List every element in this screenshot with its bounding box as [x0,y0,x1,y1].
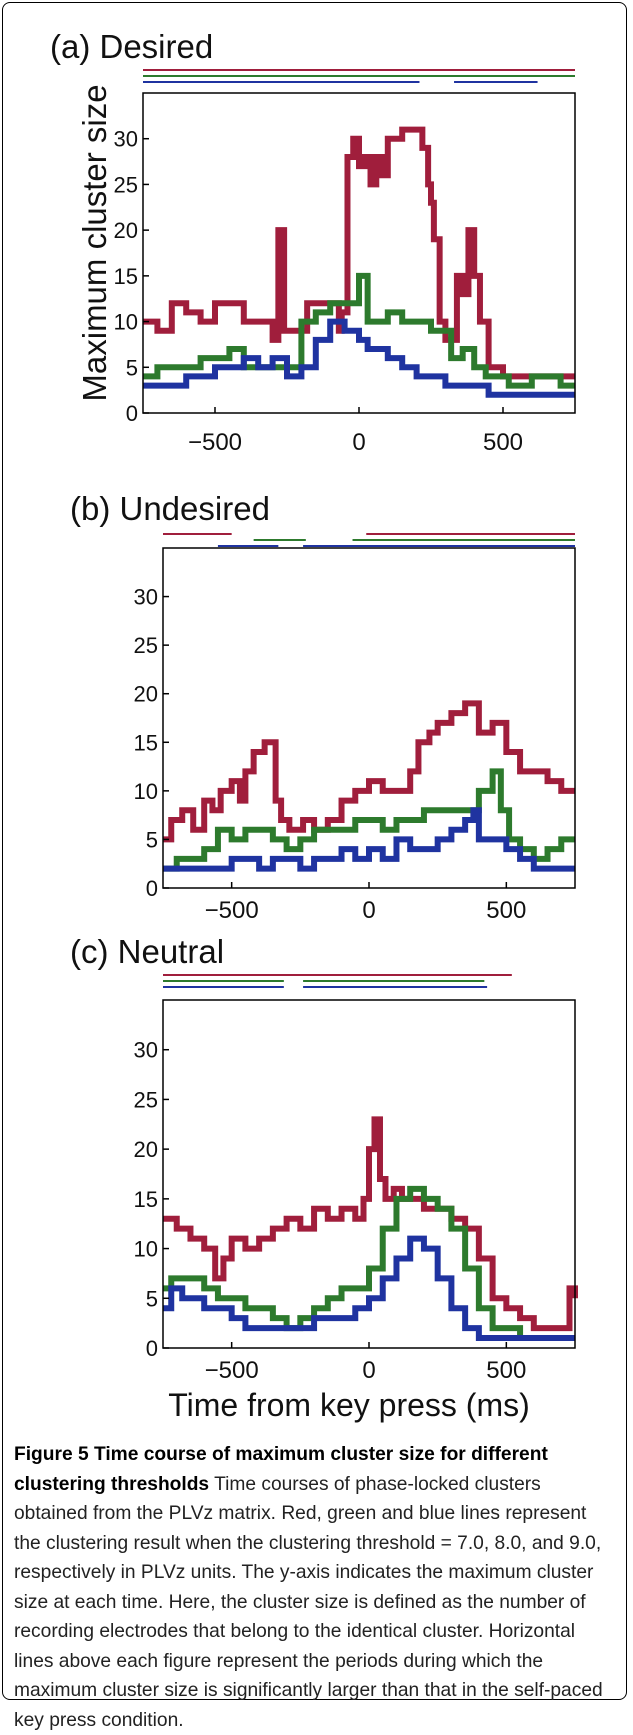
panel-b-ytick-label-15: 15 [134,730,158,755]
panel-a-series-blue [143,318,575,398]
panel-a-ytick-label-0: 0 [126,401,138,426]
panel-b-ytick-label-0: 0 [146,876,158,901]
panel-a-ytick-label-5: 5 [126,355,138,380]
panel-b-xtick-label-500: 500 [486,897,526,924]
panel-a-ytick-label-15: 15 [114,264,138,289]
caption-body: Time courses of phase-locked clusters ob… [14,1473,603,1731]
panel-b-ytick-label-20: 20 [134,682,158,707]
panel-b-ytick-label-10: 10 [134,779,158,804]
panel-b-ytick-label-30: 30 [134,585,158,610]
figure-frame [2,2,627,1700]
panel-c-ytick-label-10: 10 [134,1237,158,1262]
panel-c-series-red [163,1116,578,1332]
panel-a-ylabel: Maximum cluster size [76,84,113,401]
panel-c-ytick-label-20: 20 [134,1137,158,1162]
panel-a-xtick-label--500: −500 [188,429,242,456]
figure-caption: Figure 5 Time course of maximum cluster … [14,1440,614,1735]
panel-b-title: (b) Undesired [70,490,270,527]
panel-a-title: (a) Desired [50,28,213,65]
panel-a-series-red [143,126,575,380]
caption-title: Figure 5 Time course of maximum cluster … [14,1444,548,1495]
panel-a-ytick-label-30: 30 [114,127,138,152]
panel-c-ytick-label-25: 25 [134,1087,158,1112]
panel-b-ytick-label-5: 5 [146,827,158,852]
panel-a-xtick-label-500: 500 [483,429,523,456]
panel-b-series-blue [163,807,575,872]
panel-c-series-green [163,1185,575,1342]
panel-c-xtick-label--500: −500 [205,1357,259,1384]
panel-b-series-red [163,700,575,843]
panel-c-xtick-label-0: 0 [362,1357,375,1384]
panel-b-series-green [163,768,575,872]
panel-c-xlabel: Time from key press (ms) [168,1387,530,1423]
panel-c-xtick-label-500: 500 [486,1357,526,1384]
panel-a-xtick-label-0: 0 [352,429,365,456]
panel-c-series-blue [163,1235,575,1342]
panel-b-ytick-label-25: 25 [134,633,158,658]
panel-c-ytick-label-0: 0 [146,1336,158,1361]
panel-c-ytick-label-5: 5 [146,1286,158,1311]
panel-b-xtick-label--500: −500 [205,897,259,924]
panel-b-xtick-label-0: 0 [362,897,375,924]
panel-c-ytick-label-15: 15 [134,1187,158,1212]
panel-c-title: (c) Neutral [70,933,224,970]
panel-a-ytick-label-20: 20 [114,218,138,243]
panel-a-series-green [143,272,575,389]
panel-a-ytick-label-10: 10 [114,310,138,335]
panel-a-ytick-label-25: 25 [114,172,138,197]
panel-c-ytick-label-30: 30 [134,1038,158,1063]
